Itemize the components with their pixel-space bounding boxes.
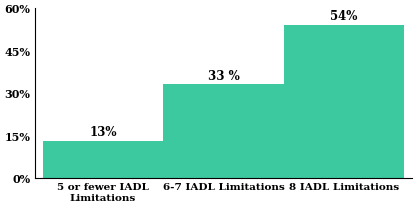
Text: 33 %: 33 % xyxy=(208,69,239,82)
Text: 54%: 54% xyxy=(330,10,358,23)
Text: 13%: 13% xyxy=(89,126,116,139)
Bar xyxy=(284,26,404,178)
Bar xyxy=(163,85,284,178)
Bar xyxy=(42,141,163,178)
